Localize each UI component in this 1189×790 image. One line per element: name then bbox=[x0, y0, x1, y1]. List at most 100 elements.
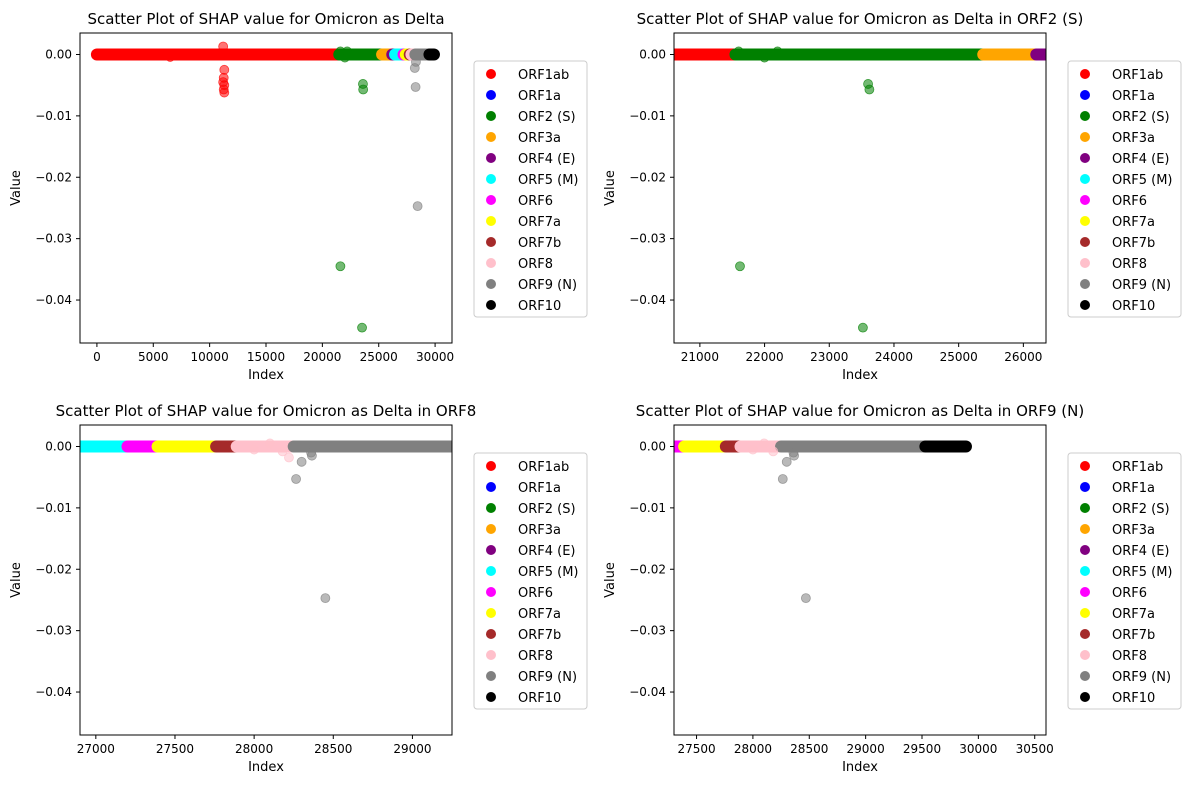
y-tick-label: −0.04 bbox=[35, 685, 72, 699]
legend-label: ORF10 bbox=[518, 299, 561, 314]
data-point bbox=[342, 46, 353, 57]
legend-marker bbox=[1080, 216, 1090, 226]
legend-label: ORF8 bbox=[1112, 257, 1147, 272]
x-tick-label: 27500 bbox=[677, 742, 715, 756]
y-tick-label: −0.03 bbox=[629, 232, 666, 246]
legend-label: ORF10 bbox=[1112, 299, 1155, 314]
x-tick-label: 30000 bbox=[959, 742, 997, 756]
legend-marker bbox=[1080, 503, 1090, 513]
chart-title: Scatter Plot of SHAP value for Omicron a… bbox=[636, 402, 1084, 420]
legend-marker bbox=[486, 545, 496, 555]
legend-marker bbox=[486, 503, 496, 513]
y-tick-label: −0.01 bbox=[35, 109, 72, 123]
legend-label: ORF7b bbox=[1112, 628, 1155, 643]
x-tick-label: 0 bbox=[93, 350, 101, 364]
axes-frame bbox=[673, 424, 1047, 736]
x-tick-label: 28000 bbox=[235, 742, 273, 756]
data-point bbox=[410, 82, 421, 92]
x-tick-label: 26000 bbox=[1004, 350, 1042, 364]
data-point bbox=[358, 84, 369, 95]
legend-label: ORF1ab bbox=[518, 68, 569, 83]
plot-area bbox=[674, 46, 1046, 333]
x-tick-label: 23000 bbox=[810, 350, 848, 364]
legend-label: ORF7b bbox=[518, 628, 561, 643]
legend-marker bbox=[1080, 650, 1090, 660]
legend-marker bbox=[1080, 174, 1090, 184]
y-tick-label: −0.01 bbox=[35, 501, 72, 515]
x-axis-label: Index bbox=[248, 368, 284, 383]
y-tick-label: 0.00 bbox=[45, 439, 72, 453]
legend-marker bbox=[1080, 587, 1090, 597]
legend-label: ORF2 (S) bbox=[1112, 110, 1170, 125]
data-point bbox=[335, 261, 346, 272]
legend-label: ORF2 (S) bbox=[518, 502, 576, 517]
legend-marker bbox=[1080, 300, 1090, 310]
x-tick-label: 20000 bbox=[303, 350, 341, 364]
x-tick-label: 30000 bbox=[416, 350, 454, 364]
x-axis-label: Index bbox=[248, 760, 284, 775]
legend-label: ORF9 (N) bbox=[1112, 670, 1171, 685]
x-tick-label: 15000 bbox=[247, 350, 285, 364]
legend-label: ORF1a bbox=[518, 89, 561, 104]
legend-label: ORF5 (M) bbox=[1112, 565, 1173, 580]
legend-marker bbox=[1080, 566, 1090, 576]
legend-label: ORF1a bbox=[518, 481, 561, 496]
legend-label: ORF9 (N) bbox=[518, 670, 577, 685]
legend-marker bbox=[486, 692, 496, 702]
legend-label: ORF4 (E) bbox=[1112, 544, 1170, 559]
legend-label: ORF10 bbox=[518, 691, 561, 706]
data-point bbox=[165, 52, 176, 62]
data-point bbox=[296, 456, 307, 467]
legend-marker bbox=[486, 258, 496, 268]
legend: ORF1ab ORF1a ORF2 (S) ORF3a ORF4 (E) ORF5 (M)… bbox=[1067, 452, 1182, 710]
legend-label: ORF6 bbox=[1112, 586, 1147, 601]
x-tick-label: 27000 bbox=[77, 742, 115, 756]
y-tick-label: −0.02 bbox=[35, 562, 72, 576]
x-tick-label: 24000 bbox=[875, 350, 913, 364]
legend-marker bbox=[486, 90, 496, 100]
x-tick-label: 28500 bbox=[314, 742, 352, 756]
data-point bbox=[277, 446, 288, 457]
x-tick-label: 27500 bbox=[156, 742, 194, 756]
y-tick-label: 0.00 bbox=[639, 47, 666, 61]
legend-marker bbox=[486, 566, 496, 576]
legend-label: ORF1ab bbox=[518, 460, 569, 475]
x-axis-label: Index bbox=[842, 368, 878, 383]
legend-label: ORF6 bbox=[518, 586, 553, 601]
legend-marker bbox=[486, 629, 496, 639]
legend-marker bbox=[486, 237, 496, 247]
x-tick-label: 25000 bbox=[360, 350, 398, 364]
legend-marker bbox=[486, 174, 496, 184]
chart-title: Scatter Plot of SHAP value for Omicron a… bbox=[56, 402, 477, 420]
y-tick-label: −0.03 bbox=[35, 624, 72, 638]
legend-marker bbox=[1080, 482, 1090, 492]
chart-title: Scatter Plot of SHAP value for Omicron a… bbox=[87, 10, 444, 28]
legend-label: ORF3a bbox=[518, 131, 561, 146]
y-tick-label: 0.00 bbox=[639, 439, 666, 453]
subplot-2: Scatter Plot of SHAP value for Omicron a… bbox=[603, 10, 1182, 383]
legend-frame bbox=[1067, 452, 1182, 710]
legend-frame bbox=[1067, 60, 1182, 318]
y-axis-label: Value bbox=[9, 562, 24, 598]
x-tick-label: 29500 bbox=[903, 742, 941, 756]
legend-label: ORF7a bbox=[518, 215, 561, 230]
plot-area bbox=[674, 438, 972, 604]
legend-marker bbox=[1080, 69, 1090, 79]
x-tick-label: 30500 bbox=[1016, 742, 1054, 756]
legend-label: ORF4 (E) bbox=[518, 544, 576, 559]
legend-label: ORF9 (N) bbox=[518, 278, 577, 293]
legend-marker bbox=[1080, 279, 1090, 289]
legend-marker bbox=[1080, 111, 1090, 121]
legend-marker bbox=[486, 195, 496, 205]
data-point bbox=[291, 474, 301, 484]
legend-marker bbox=[1080, 258, 1090, 268]
legend-label: ORF3a bbox=[1112, 131, 1155, 146]
legend-marker bbox=[486, 279, 496, 289]
subplot-4: Scatter Plot of SHAP value for Omicron a… bbox=[603, 402, 1182, 775]
data-point bbox=[320, 593, 331, 604]
legend-marker bbox=[1080, 692, 1090, 702]
axes-frame bbox=[79, 424, 453, 736]
legend-label: ORF8 bbox=[518, 649, 553, 664]
legend-label: ORF1ab bbox=[1112, 460, 1163, 475]
